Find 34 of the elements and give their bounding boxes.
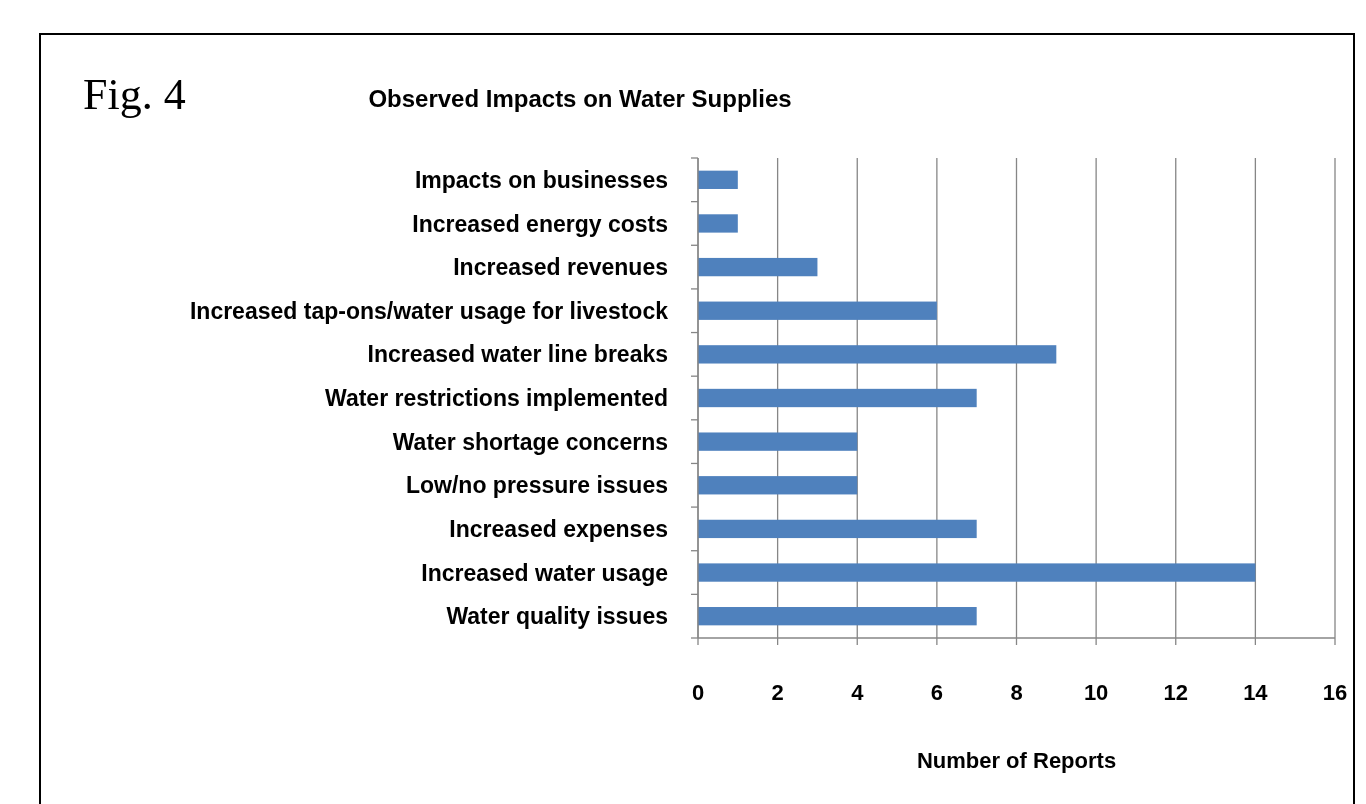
y-tick-label: Increased energy costs [412,210,668,237]
bar [698,257,818,277]
x-tick-label: 0 [691,680,705,705]
x-tick-label: 6 [930,680,943,705]
bar [698,214,738,233]
bar [698,607,977,626]
y-tick-label: Increased water usage [421,559,668,586]
bar [698,388,977,408]
x-tick-label: 12 [1163,680,1188,705]
x-tick-label: 4 [851,680,865,705]
x-axis-title: Number of Reports [916,748,1117,773]
x-tick-label: 2 [771,680,784,705]
y-tick-label: Increased expenses [449,515,668,542]
bar [698,563,1256,582]
bar [698,170,738,189]
bar [698,345,1057,364]
y-tick-label: Water quality issues [446,603,668,630]
y-tick-label: Impacts on businesses [414,166,668,193]
caption: Fig. 4 [83,70,186,119]
bar [698,301,937,320]
y-tick-label: Low/no pressure issues [405,472,668,499]
chart-title: Observed Impacts on Water Supplies [368,85,792,112]
x-tick-label: 16 [1322,680,1348,705]
bar [698,519,977,539]
y-tick-label: Increased revenues [453,254,668,281]
x-tick-label: 14 [1243,680,1269,705]
x-tick-label: 10 [1083,680,1109,705]
y-tick-label: Increased water line breaks [367,341,668,368]
y-tick-label: Water restrictions implemented [325,385,668,412]
y-tick-label: Water shortage concerns [392,428,668,455]
y-tick-label: Increased tap-ons/water usage for livestock [189,297,669,324]
bar [698,476,858,495]
x-tick-label: 8 [1010,680,1023,705]
bar [698,432,858,451]
